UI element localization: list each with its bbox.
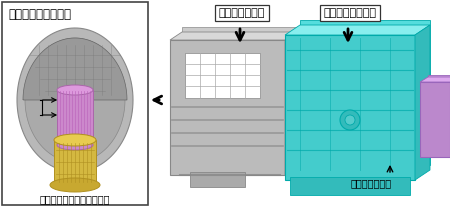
Polygon shape <box>23 38 127 100</box>
Ellipse shape <box>54 134 96 146</box>
Bar <box>290 177 410 195</box>
Bar <box>54 140 96 185</box>
Ellipse shape <box>57 85 93 95</box>
Ellipse shape <box>50 178 100 192</box>
Bar <box>170 40 285 175</box>
Bar <box>182 27 297 162</box>
Polygon shape <box>17 28 133 172</box>
Bar <box>185 53 260 98</box>
Bar <box>285 35 415 180</box>
Bar <box>428 75 450 150</box>
Bar <box>57 90 93 145</box>
Circle shape <box>340 110 360 130</box>
Polygon shape <box>285 32 297 175</box>
Bar <box>190 172 245 187</box>
Bar <box>300 20 430 165</box>
Text: ブロワユニット内部: ブロワユニット内部 <box>8 8 71 21</box>
Ellipse shape <box>57 140 93 150</box>
Bar <box>2 2 148 205</box>
Polygon shape <box>420 77 450 82</box>
Text: ブロワユニット: ブロワユニット <box>219 8 265 18</box>
Polygon shape <box>415 25 430 180</box>
Text: サーボモーター: サーボモーター <box>351 178 392 188</box>
Polygon shape <box>170 32 297 40</box>
Bar <box>420 82 450 157</box>
Circle shape <box>345 115 355 125</box>
Text: エアコンユニット: エアコンユニット <box>324 8 377 18</box>
Polygon shape <box>285 25 430 35</box>
Text: ファン（内外気二層构造）: ファン（内外気二層构造） <box>40 194 110 204</box>
Polygon shape <box>25 38 125 162</box>
